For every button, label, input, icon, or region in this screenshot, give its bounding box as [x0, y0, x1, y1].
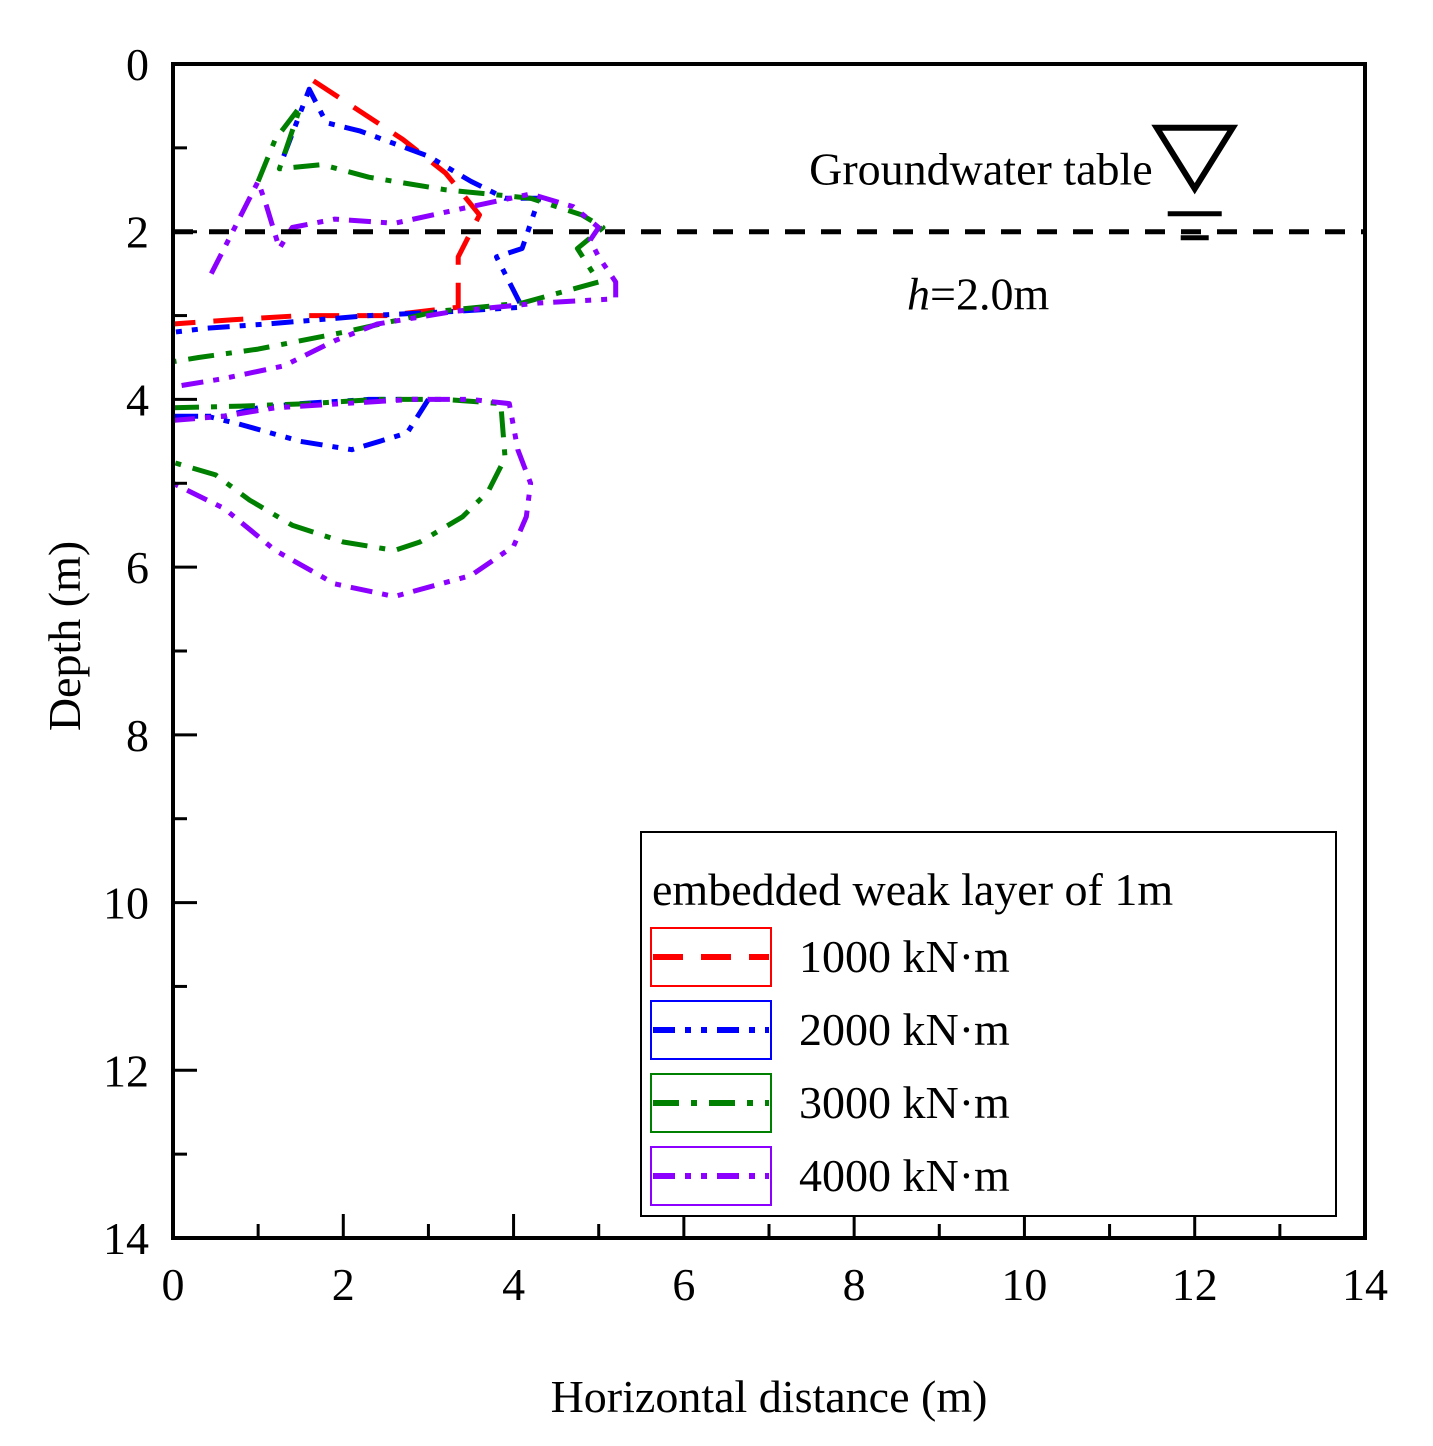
x-axis-title: Horizontal distance (m) [551, 1371, 988, 1422]
y-tick-label: 6 [126, 542, 149, 593]
x-tick-label: 0 [162, 1259, 185, 1310]
y-tick-label: 4 [126, 374, 149, 425]
groundwater-label: Groundwater table [809, 144, 1153, 195]
groundwater-triangle-icon [1151, 124, 1239, 195]
y-axis-title: Depth (m) [39, 541, 90, 731]
h-symbol: h [907, 269, 930, 320]
x-tick-label: 14 [1342, 1259, 1388, 1310]
x-tick-label: 10 [1001, 1259, 1047, 1310]
series-line-3-segment-2 [172, 396, 508, 553]
series-line-1-segment-1 [172, 78, 482, 327]
water-depth-label: h=2.0m [907, 269, 1049, 320]
series-line-4-segment-1 [172, 178, 619, 390]
axes-layer: 0 2 4 6 8 10 12 14 0 2 4 6 8 10 12 14 [103, 39, 1388, 1310]
legend-box [640, 831, 1337, 1217]
y-tick-label: 8 [126, 710, 149, 761]
legend-label: 4000 kN·m [799, 1150, 1010, 1201]
groundwater-layer: Groundwater table h=2.0m [173, 124, 1365, 320]
legend-items: 1000 kN·m 2000 kN·m 3000 kN·m 4000 kN·m [650, 927, 1010, 1206]
plot-frame [171, 62, 1367, 1240]
series-line-2-segment-1 [172, 86, 542, 335]
legend-swatch-frame [650, 1073, 772, 1133]
legend-swatch-frame [650, 1000, 772, 1060]
y-tick-label: 12 [103, 1045, 149, 1096]
legend-swatch-frame [650, 1146, 772, 1206]
x-tick-label: 6 [672, 1259, 695, 1310]
legend-label: 1000 kN·m [799, 931, 1010, 982]
y-tick-label: 2 [126, 207, 149, 258]
series-layer [171, 78, 619, 599]
x-tick-label: 8 [843, 1259, 866, 1310]
x-tick-label: 2 [332, 1259, 355, 1310]
legend-label: 2000 kN·m [799, 1004, 1010, 1055]
legend-title: embedded weak layer of 1m [652, 864, 1173, 915]
legend-label: 3000 kN·m [799, 1077, 1010, 1128]
legend: embedded weak layer of 1m 1000 kN·m 2000 … [640, 831, 1337, 1217]
y-tick-label: 14 [103, 1213, 149, 1264]
y-tick-label: 10 [103, 878, 149, 929]
series-line-4-segment-2 [171, 396, 534, 599]
h-value: =2.0m [930, 269, 1049, 320]
legend-swatch-frame [650, 927, 772, 987]
x-tick-label: 4 [502, 1259, 525, 1310]
y-tick-label: 0 [126, 39, 149, 90]
x-tick-label: 12 [1172, 1259, 1218, 1310]
